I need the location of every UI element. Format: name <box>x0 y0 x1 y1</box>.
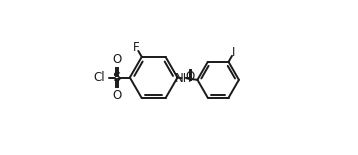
Text: Cl: Cl <box>94 71 105 84</box>
Text: O: O <box>112 89 121 102</box>
Text: I: I <box>232 46 236 59</box>
Text: F: F <box>133 41 140 54</box>
Text: O: O <box>112 53 121 66</box>
Text: O: O <box>186 70 195 83</box>
Text: S: S <box>113 71 121 84</box>
Text: NH: NH <box>175 72 192 85</box>
